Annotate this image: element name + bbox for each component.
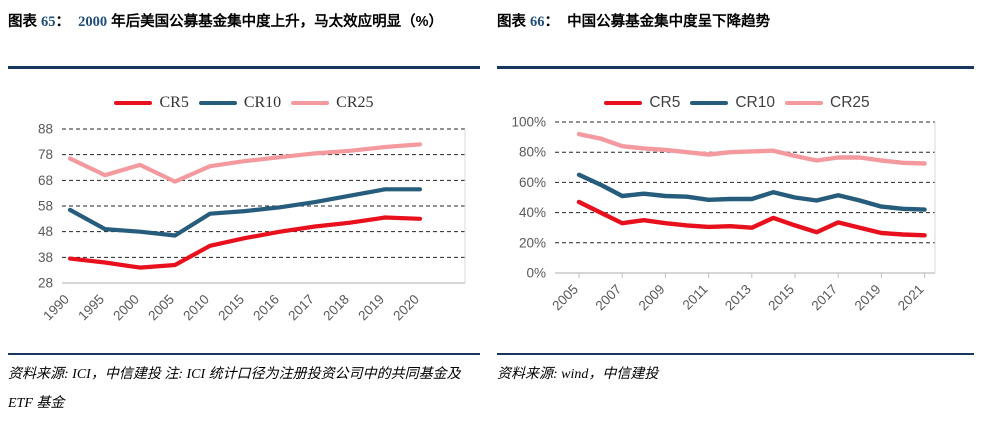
y-tick-label: 58: [38, 199, 53, 214]
legend-line-swatch: [690, 100, 729, 106]
x-tick-label: 2007: [592, 282, 624, 314]
title-text: ：: [55, 14, 79, 30]
x-tick-label: 2021: [895, 282, 927, 314]
y-tick-label: 68: [38, 173, 53, 188]
x-tick-label: 2018: [320, 292, 352, 324]
y-tick-label: 60%: [519, 175, 546, 190]
x-tick-label: 2009: [636, 282, 668, 314]
x-tick-label: 2020: [390, 292, 422, 324]
title-text: ： 中国公募基金集中度呈下降趋势: [544, 14, 771, 30]
x-tick-label: 2016: [250, 292, 282, 324]
y-tick-label: 28: [38, 276, 53, 291]
footer-rule-right: [497, 353, 974, 355]
figure-66-title: 图表 66： 中国公募基金集中度呈下降趋势: [497, 9, 975, 35]
legend-item-cr5: CR5: [114, 94, 189, 112]
x-tick-label: 2013: [722, 282, 754, 314]
legend-label: CR25: [830, 94, 870, 111]
source-note-right: 资料来源: wind，中信建投: [497, 367, 659, 382]
title-rule-right: [497, 66, 974, 69]
legend-item-cr25: CR25: [291, 94, 374, 112]
x-tick-label: 1995: [75, 292, 107, 324]
y-tick-label: 20%: [519, 235, 546, 250]
us-fund-concentration-chart: CR5 CR10 CR25 28 38 48 58 68 78 88 1990 1995 2000 20…: [8, 78, 480, 344]
y-tick-label: 88: [38, 122, 53, 137]
legend-label: CR5: [159, 94, 189, 111]
legend-line-swatch: [114, 100, 153, 106]
cr5-line: [576, 199, 927, 238]
x-tick-label: 1990: [40, 292, 72, 324]
legend-label: CR10: [735, 94, 775, 111]
x-tick-label: 2019: [852, 282, 884, 314]
y-tick-label: 0%: [526, 266, 546, 281]
footer-rule-left: [8, 353, 480, 355]
x-tick-label: 2017: [285, 292, 317, 324]
figure-number: 66: [530, 14, 545, 30]
china-fund-concentration-chart: CR5 CR10 CR25 0% 20% 40% 60% 80% 100% 2005 2007 20…: [490, 78, 984, 344]
y-tick-label: 38: [38, 250, 53, 265]
y-tick-label: 78: [38, 147, 53, 162]
title-text: 图表: [8, 14, 42, 30]
legend-item-cr10: CR10: [198, 94, 282, 112]
cr25-line: [576, 131, 927, 166]
figure-number: 2000: [78, 14, 108, 30]
legend-item-cr25: CR25: [785, 94, 870, 112]
x-tick-label: 2005: [145, 292, 177, 324]
cr25-line: [67, 142, 423, 184]
y-tick-label: 40%: [519, 205, 546, 220]
chart-legend: CR5 CR10 CR25: [8, 92, 480, 114]
legend-label: CR5: [649, 94, 681, 111]
y-tick-label: 48: [38, 224, 53, 239]
legend-line-swatch: [291, 100, 330, 106]
x-tick-label: 2010: [180, 292, 212, 324]
title-text: 图表: [497, 14, 531, 30]
source-note-left: 资料来源: ICI，中信建投 注: ICI 统计口径为注册投资公司中的共同基金及…: [8, 367, 461, 412]
x-tick-label: 2015: [765, 282, 797, 314]
y-tick-label: 100%: [511, 115, 546, 130]
x-tick-label: 2011: [680, 282, 711, 313]
title-rule-left: [8, 66, 480, 69]
y-tick-label: 80%: [519, 145, 546, 160]
cr10-line: [576, 172, 927, 212]
legend-item-cr10: CR10: [690, 94, 775, 112]
figure-number: 65: [41, 14, 56, 30]
cr10-line: [67, 187, 423, 238]
x-tick-label: 2019: [355, 292, 387, 324]
legend-label: CR10: [243, 94, 282, 111]
legend-item-cr5: CR5: [604, 94, 680, 112]
legend-line-swatch: [604, 100, 643, 106]
chart-legend: CR5 CR10 CR25: [490, 92, 984, 114]
china-plot-area: 0% 20% 40% 60% 80% 100% 2005 2007 2009 2011 2013 20…: [511, 115, 936, 314]
x-tick-label: 2000: [110, 292, 142, 324]
x-tick-label: 2015: [215, 292, 247, 324]
cr5-line: [67, 215, 423, 270]
title-text: 年后美国公募基金集中度上升，马太效应明显（%）: [107, 14, 444, 30]
legend-label: CR25: [336, 94, 374, 111]
x-tick-label: 2017: [808, 282, 840, 314]
x-tick-label: 2005: [549, 282, 581, 314]
legend-line-swatch: [198, 100, 237, 106]
legend-line-swatch: [785, 100, 823, 106]
figure-65-title: 图表 65： 2000 年后美国公募基金集中度上升，马太效应明显（%）: [8, 9, 474, 35]
